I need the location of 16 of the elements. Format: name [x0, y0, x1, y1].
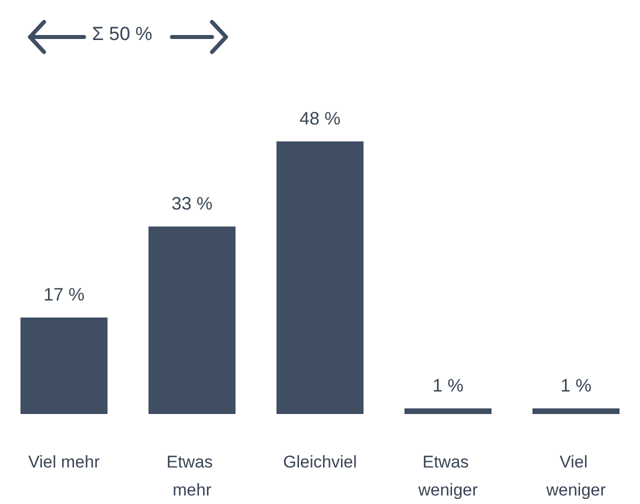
text: Σ 50 % [92, 24, 152, 46]
bar [404, 408, 492, 414]
bar [148, 226, 236, 414]
data-label: 1 % [560, 375, 592, 396]
data-label: 17 % [43, 284, 85, 304]
x-tick-label: Viel mehr [28, 452, 100, 472]
data-label: 33 % [171, 194, 213, 214]
x-tick-label: Etwas mehr [166, 452, 218, 500]
bar [20, 317, 108, 414]
x-tick-label: Gleichviel [283, 452, 357, 472]
bar [276, 141, 364, 414]
x-tick-label: Etwas weniger [417, 452, 478, 500]
data-label: 1 % [432, 375, 464, 396]
data-label: 48 % [299, 108, 341, 128]
bar [532, 408, 620, 414]
x-tick-label: Viel weniger [545, 452, 606, 500]
